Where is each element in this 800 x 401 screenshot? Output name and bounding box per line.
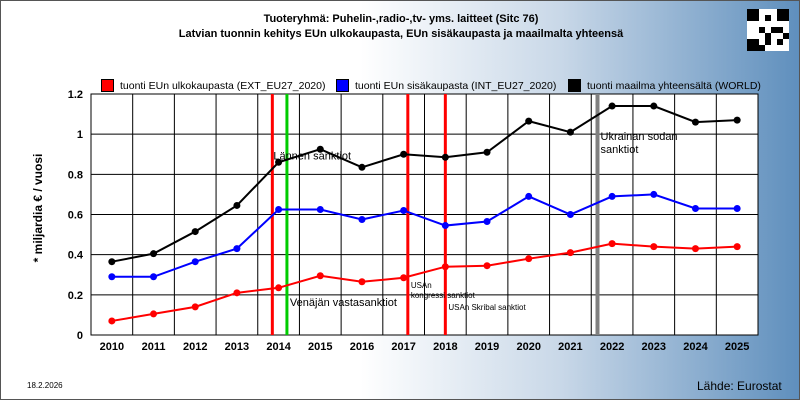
footer-date: 18.2.2026 xyxy=(27,381,63,390)
data-point-ext xyxy=(566,249,574,257)
x-tick-label: 2022 xyxy=(600,341,624,353)
data-point-ext xyxy=(733,243,741,251)
data-point-int xyxy=(400,206,408,214)
data-point-ext xyxy=(691,245,699,253)
data-point-ext xyxy=(108,317,116,325)
legend-item-ext: tuonti EUn ulkokaupasta (EXT_EU27_2020) xyxy=(101,79,325,92)
event-label: USAn Skribal sanktiot xyxy=(448,303,526,312)
data-point-int xyxy=(525,192,533,200)
data-point-ext xyxy=(400,274,408,282)
data-point-world xyxy=(400,150,408,158)
chart-title: Tuoteryhmä: Puhelin-,radio-,tv- yms. lai… xyxy=(263,13,539,25)
x-tick-label: 2011 xyxy=(142,341,166,353)
legend-item-world: tuonti maailma yhteensältä (WORLD) xyxy=(568,79,761,92)
data-point-int xyxy=(316,205,324,213)
y-tick-label: 1.2 xyxy=(68,89,83,101)
legend-swatch-ext xyxy=(101,79,114,92)
y-tick-label: 0.2 xyxy=(68,290,83,302)
event-label: Ukrainan sodan sanktiot xyxy=(601,131,678,156)
data-point-int xyxy=(108,273,116,281)
chart-subtitle: Latvian tuonnin kehitys EUn ulkokaupasta… xyxy=(178,28,624,40)
x-tick-label: 2020 xyxy=(516,341,540,353)
data-point-world xyxy=(608,102,616,110)
x-tick-label: 2024 xyxy=(683,341,708,353)
y-tick-label: 1 xyxy=(77,129,83,141)
x-tick-label: 2017 xyxy=(391,341,415,353)
data-point-int xyxy=(483,218,491,226)
legend-label-ext: tuonti EUn ulkokaupasta (EXT_EU27_2020) xyxy=(120,79,326,92)
data-point-int xyxy=(275,205,283,213)
x-tick-label: 2021 xyxy=(558,341,582,353)
data-point-world xyxy=(358,163,366,171)
y-tick-label: 0 xyxy=(77,330,83,342)
data-point-int xyxy=(691,204,699,212)
series-line-int xyxy=(111,193,738,278)
series-line-world xyxy=(111,105,738,263)
data-point-int xyxy=(191,258,199,266)
data-point-world xyxy=(525,117,533,125)
series-line-ext xyxy=(111,242,738,322)
data-point-world xyxy=(191,228,199,236)
data-point-ext xyxy=(483,262,491,270)
data-point-ext xyxy=(358,278,366,286)
data-point-world xyxy=(441,153,449,161)
legend: tuonti EUn ulkokaupasta (EXT_EU27_2020) … xyxy=(1,79,800,97)
data-point-ext xyxy=(525,255,533,263)
data-point-ext xyxy=(608,240,616,248)
event-label: Lännen sanktiot xyxy=(273,150,351,162)
x-tick-label: 2014 xyxy=(266,341,291,353)
data-point-int xyxy=(733,204,741,212)
x-tick-label: 2012 xyxy=(183,341,207,353)
data-point-world xyxy=(150,250,158,258)
qr-code-icon xyxy=(747,9,789,51)
data-point-ext xyxy=(275,284,283,292)
event-label: USAn kongressi sanktiot xyxy=(411,281,476,300)
data-point-world xyxy=(650,102,658,110)
data-point-world xyxy=(733,116,741,124)
legend-item-int: tuonti EUn sisäkaupasta (INT_EU27_2020) xyxy=(336,79,556,92)
x-tick-label: 2010 xyxy=(100,341,124,353)
data-point-int xyxy=(150,273,158,281)
data-point-ext xyxy=(650,243,658,251)
data-point-ext xyxy=(150,310,158,318)
x-tick-label: 2025 xyxy=(725,341,749,353)
x-tick-label: 2019 xyxy=(475,341,499,353)
footer-source: Lähde: Eurostat xyxy=(697,379,782,393)
y-tick-label: 0.4 xyxy=(68,250,84,262)
data-point-int xyxy=(566,211,574,218)
legend-swatch-int xyxy=(336,79,349,92)
data-point-ext xyxy=(441,263,449,271)
x-tick-label: 2015 xyxy=(308,341,332,353)
legend-label-int: tuonti EUn sisäkaupasta (INT_EU27_2020) xyxy=(355,79,557,92)
x-tick-label: 2013 xyxy=(225,341,249,353)
data-point-world xyxy=(275,158,283,166)
legend-label-world: tuonti maailma yhteensältä (WORLD) xyxy=(587,79,761,92)
data-point-ext xyxy=(191,303,199,311)
data-point-world xyxy=(566,128,574,136)
data-point-world xyxy=(233,201,241,209)
y-tick-label: 0.8 xyxy=(68,169,83,181)
data-point-int xyxy=(358,216,366,224)
data-point-int xyxy=(650,190,658,198)
legend-swatch-world xyxy=(568,79,581,92)
data-point-ext xyxy=(316,272,324,280)
data-point-world xyxy=(483,148,491,156)
x-tick-label: 2023 xyxy=(642,341,666,353)
data-point-world xyxy=(108,258,116,266)
data-point-int xyxy=(233,245,241,253)
data-point-int xyxy=(441,222,449,230)
data-point-ext xyxy=(233,289,241,297)
x-tick-label: 2016 xyxy=(350,341,374,353)
event-label: Venäjän vastasanktiot xyxy=(290,297,397,309)
data-point-int xyxy=(608,192,616,200)
data-point-world xyxy=(316,145,324,153)
x-tick-label: 2018 xyxy=(433,341,457,353)
data-point-world xyxy=(691,118,699,126)
y-tick-label: 0.6 xyxy=(68,210,83,222)
